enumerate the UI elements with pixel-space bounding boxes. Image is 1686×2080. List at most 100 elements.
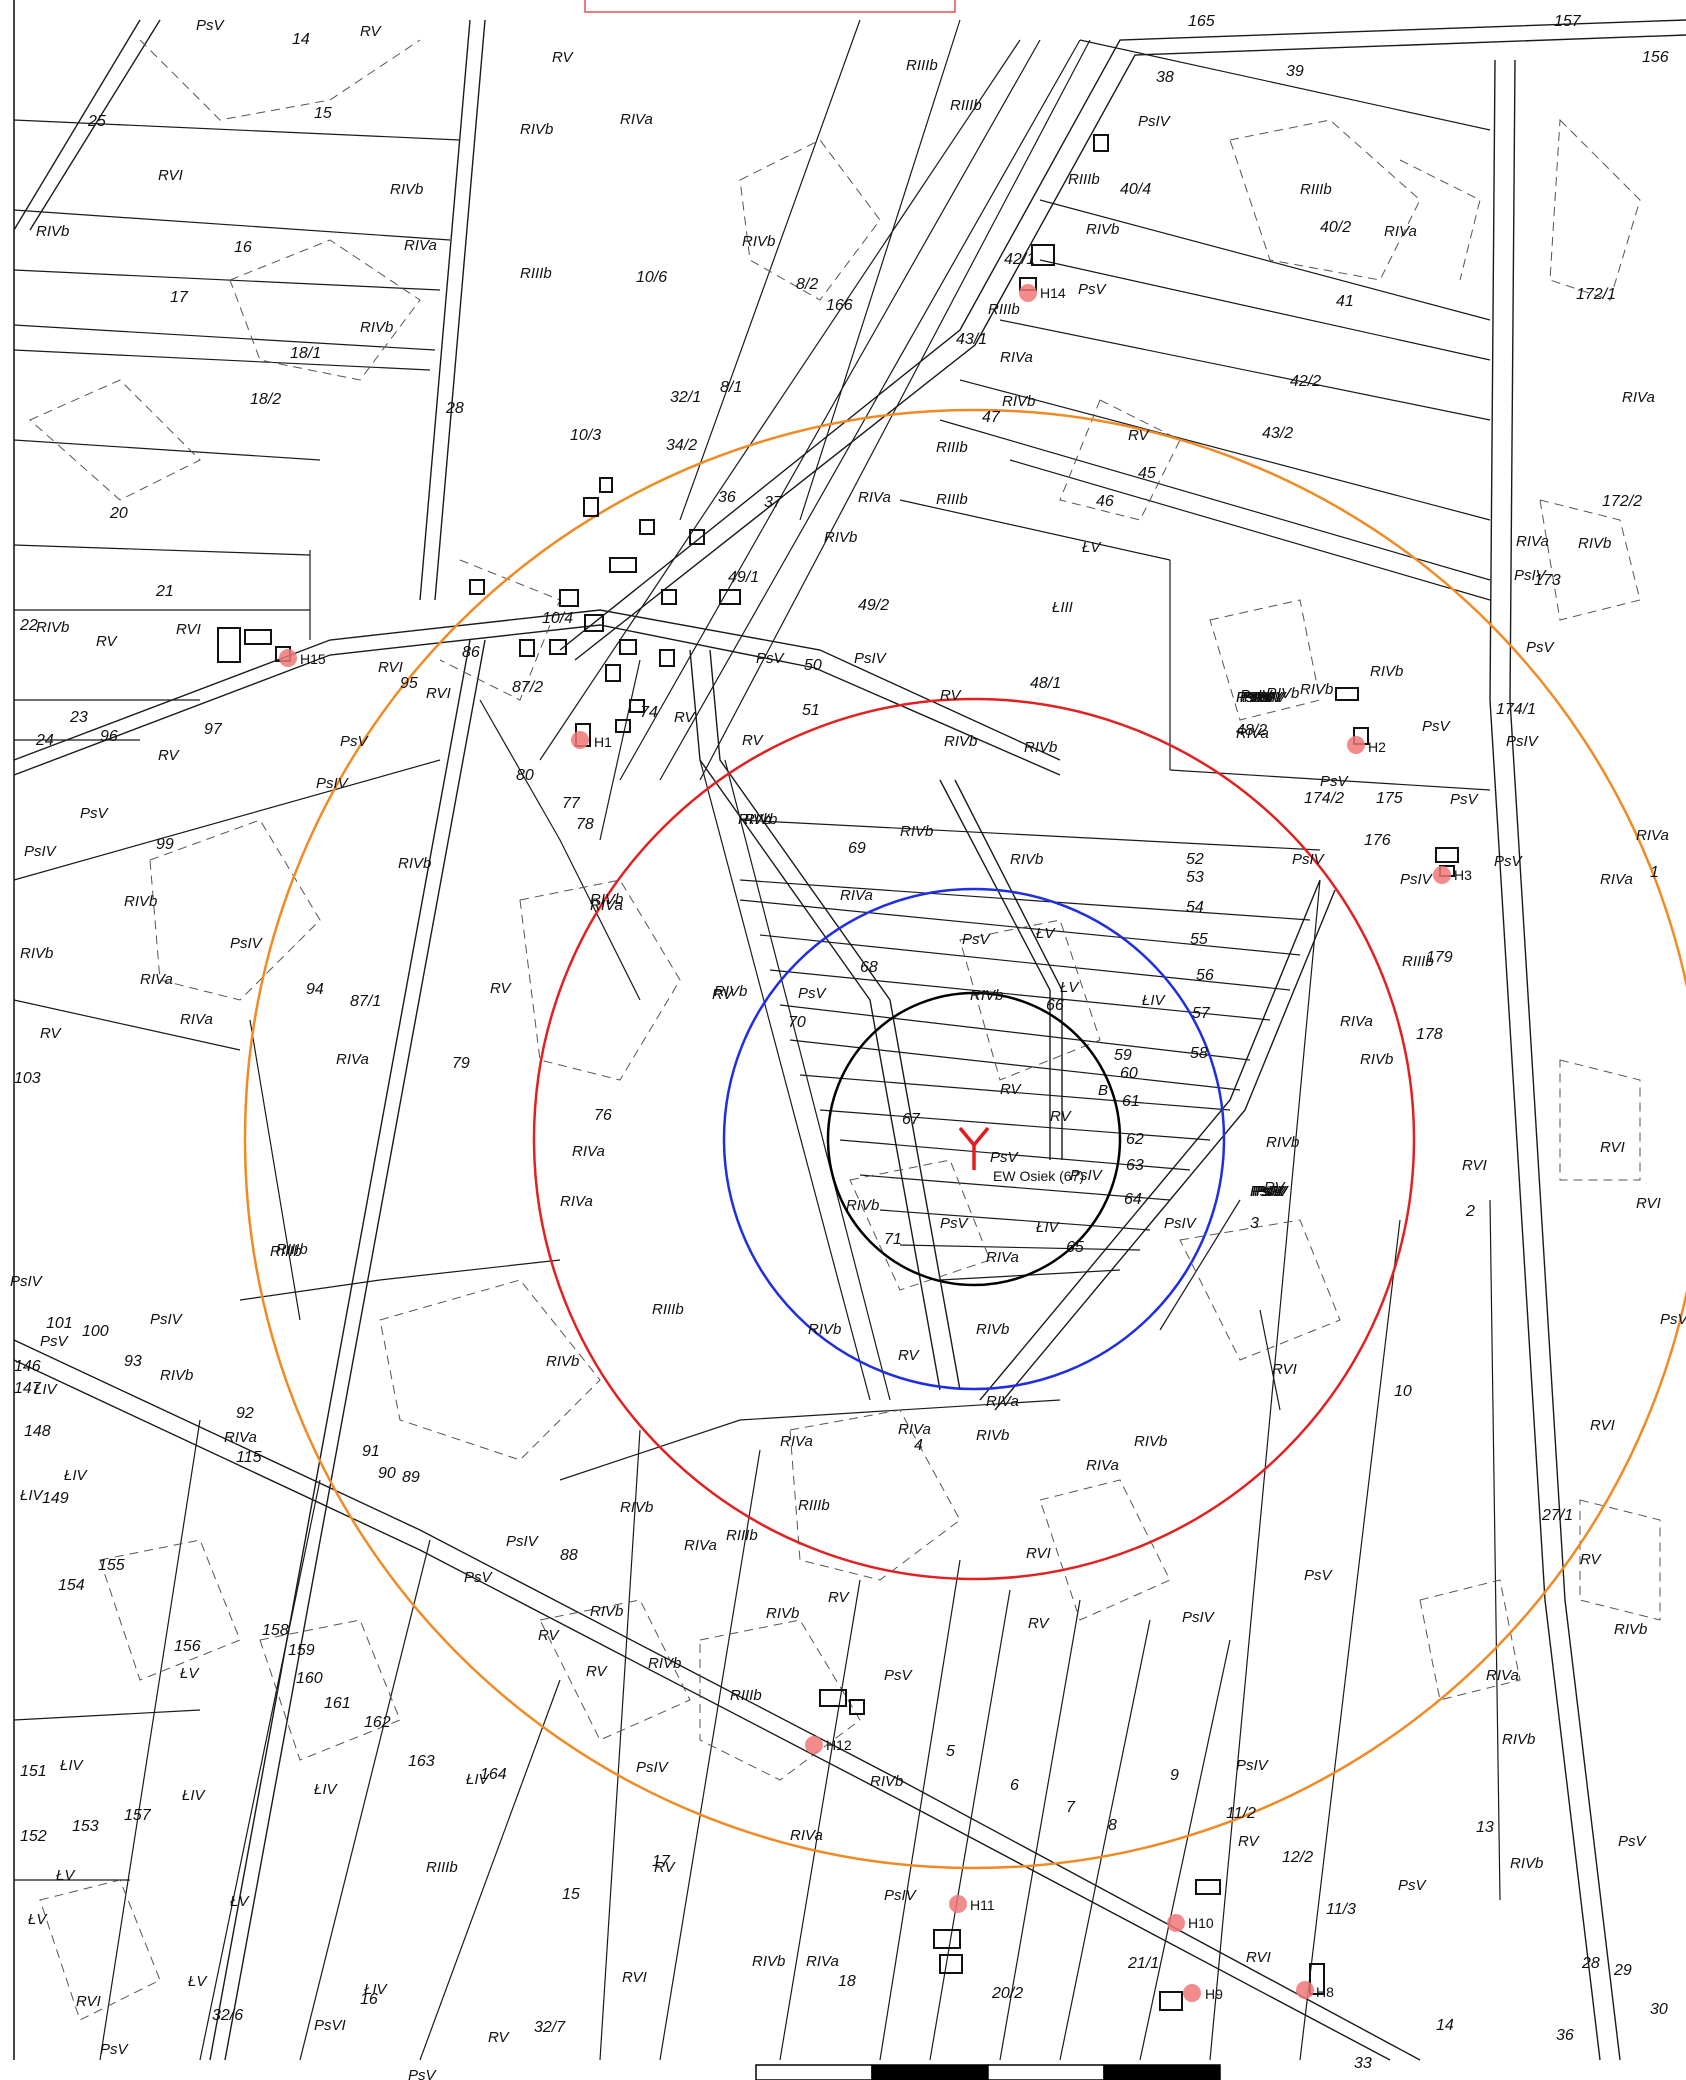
land-class-label: ŁV [1082,539,1102,556]
parcel-number: 51 [802,702,820,719]
land-class-label: RIVa [1236,725,1269,742]
parcel-number: 18/1 [290,345,321,362]
parcel-number: 32/7 [534,2019,566,2036]
parcel-number: 146 [14,1358,41,1375]
land-class-label: PsV [40,1333,70,1350]
land-class-label: RVI [378,659,403,676]
land-class-label: RIIIb [936,491,968,508]
house-marker-h10 [1167,1914,1185,1932]
land-class-label: RIVa [620,111,653,128]
land-class-label: PsV [962,931,992,948]
land-class-label: PsIV [1138,113,1172,130]
land-class-label: RV [674,709,697,726]
land-class-label: PsIV [1252,689,1286,706]
parcel-number: 54 [1186,899,1204,916]
land-class-label: RV [828,1589,851,1606]
land-class-label: RIVb [20,945,53,962]
stamp-box [584,0,956,13]
land-class-label: RIVa [684,1537,717,1554]
land-class-label: PsIV [1256,1183,1290,1200]
land-class-label: PsV [756,650,786,667]
parcel-number: 149 [42,1490,69,1507]
house-marker-h2 [1347,736,1365,754]
parcel-number: 33 [1354,2055,1372,2072]
parcel-number: 55 [1190,931,1208,948]
parcel-number: 42/1 [1004,251,1035,268]
land-class-label: RIVa [1486,1667,1519,1684]
parcel-number: 16 [234,239,252,256]
land-class-label: RIVa [180,1011,213,1028]
land-class-label: PsIV [1252,1183,1286,1200]
land-class-label: RIVa [1516,533,1549,550]
parcel-number: 53 [1186,869,1204,886]
land-class-label: RIVb [590,1603,623,1620]
parcel-number: 175 [1376,790,1403,807]
land-class-label: RIVa [1622,389,1655,406]
parcel-number: 96 [100,728,118,745]
land-class-label: RIIIb [936,439,968,456]
land-class-label: ŁIV [64,1467,89,1484]
parcel-number: 172/2 [1602,493,1642,510]
parcel-number: 173 [1534,572,1561,589]
land-class-label: PsIV [1506,733,1540,750]
land-class-label: PsV [1398,1877,1428,1894]
land-class-label: RIVa [140,971,173,988]
scale-bar-segment-2 [871,2064,989,2080]
land-class-label: ŁV [1036,925,1056,942]
land-class-label: RVI [622,1969,647,1986]
house-label-h11: H11 [970,1897,995,1913]
land-class-label: ŁIV [314,1781,339,1798]
land-class-label: RIVb [590,891,623,908]
parcel-number: 32/1 [670,389,701,406]
land-class-label: RIVa [404,237,437,254]
land-class-label: PsV [1078,281,1108,298]
land-class-label: RV [712,986,735,1003]
parcel-number: 158 [262,1622,289,1639]
land-class-label: RIIIb [906,57,938,74]
parcel-number: 178 [1416,1026,1443,1043]
land-class-label: RIVb [1578,535,1611,552]
land-class-label: RIVb [1360,1051,1393,1068]
land-class-label: RIIIb [1068,171,1100,188]
parcel-number-labels: 14 15 16 17 18/1 18/2 20 21 22 23 24 25 … [14,13,1669,2072]
parcel-number: 48/2 [1236,722,1267,739]
land-class-label: RV [898,1347,921,1364]
parcel-number: 68 [860,959,878,976]
parcel-number: 97 [204,721,223,738]
roads [13,19,1686,2061]
land-class-label: PsV [196,17,226,34]
land-class-label: RIVb [766,1605,799,1622]
land-class-label: RIVa [590,897,623,914]
parcel-number: 174/2 [1304,790,1344,807]
land-class-label: B [1098,1082,1108,1099]
land-class-label: RV [1238,1833,1261,1850]
parcel-number: 88 [560,1547,578,1564]
parcel-number: 10/6 [636,269,667,286]
parcel-number: 28 [445,400,464,417]
land-class-label: PsIV [1240,689,1274,706]
land-class-label: PsV [408,2067,438,2080]
land-class-label: RV [488,2029,511,2046]
land-class-label: RIVb [1134,1433,1167,1450]
parcel-number: 20/2 [991,1985,1023,2002]
house-marker-h1 [571,731,589,749]
parcel-number: 10 [1394,1383,1412,1400]
parcel-number: 59 [1114,1047,1132,1064]
parcel-number: 3 [1250,1215,1259,1232]
house-labels: H1 H2 H3 H8 H9 H10 H11 H12 H14 H15 [300,285,1472,2002]
parcel-number: 56 [1196,967,1214,984]
parcel-number: 99 [156,836,174,853]
land-class-label: RIVa [1384,223,1417,240]
land-class-label: PsIV [1240,689,1274,706]
land-class-label: RV [940,687,963,704]
parcel-number: 25 [87,113,106,130]
land-class-label: RVI [1600,1139,1625,1156]
parcel-number: 8/1 [720,379,742,396]
parcel-number: 87/2 [512,679,543,696]
land-class-label: RV [586,1663,609,1680]
land-class-label: PsIV [150,1311,184,1328]
turbine-label: EW Osiek (67) [993,1168,1084,1184]
land-class-label: RIIIb [1300,181,1332,198]
land-class-label: ŁV [28,1911,48,1928]
land-class-label: RVI [1636,1195,1661,1212]
